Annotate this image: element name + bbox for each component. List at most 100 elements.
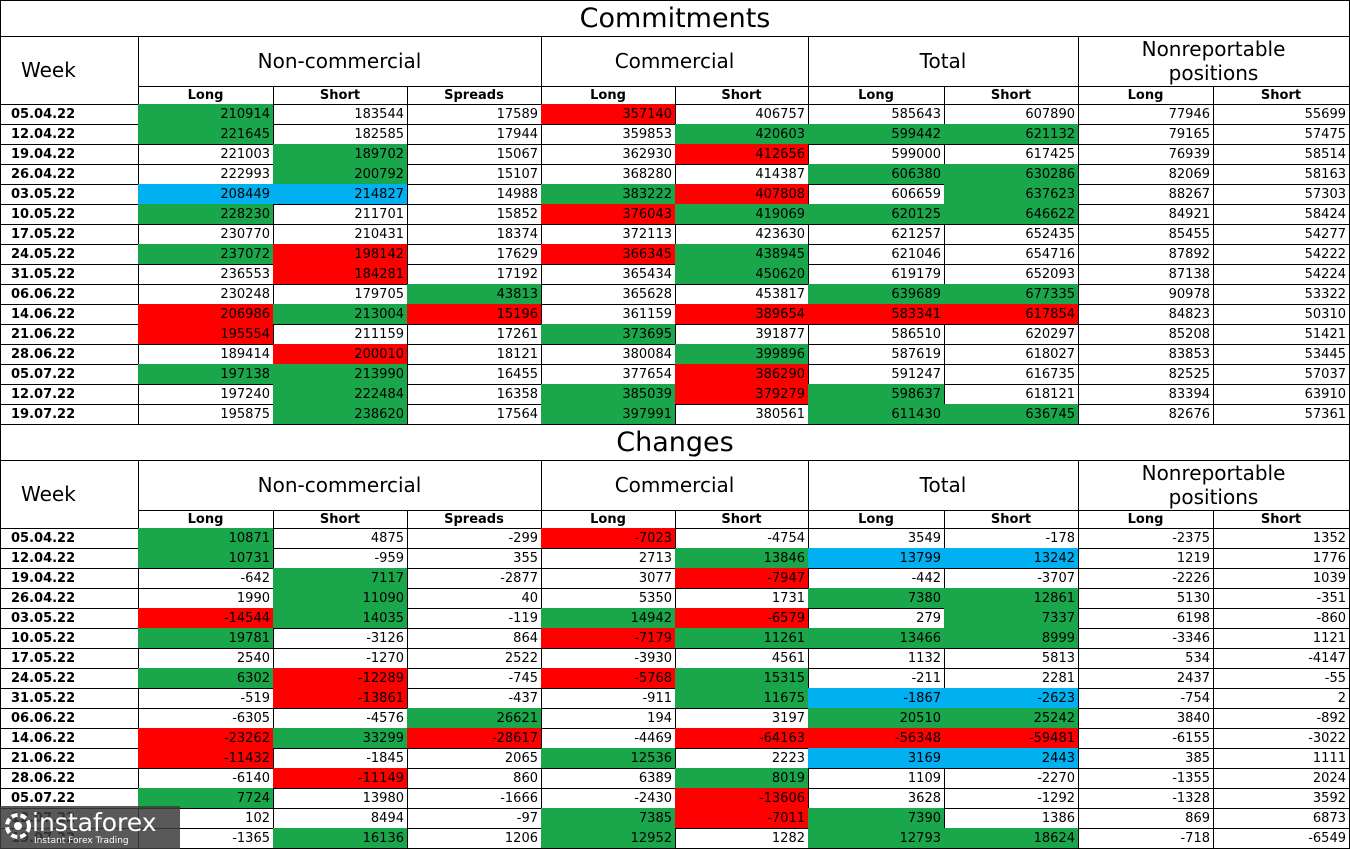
value-cell: 17261 (407, 324, 542, 345)
value-cell: 637623 (944, 184, 1079, 205)
week-cell: 05.04.22 (0, 528, 139, 549)
value-cell: -1292 (944, 788, 1079, 809)
column-header: Long (808, 510, 945, 529)
value-cell: 213004 (273, 304, 408, 325)
week-cell: 26.04.22 (0, 164, 139, 185)
value-cell: 407808 (675, 184, 809, 205)
value-cell: 13242 (944, 548, 1079, 569)
value-cell: -4754 (675, 528, 809, 549)
watermark: instaforex Instant Forex Trading (0, 806, 180, 849)
week-cell: 24.05.22 (0, 668, 139, 689)
value-cell: 183544 (273, 104, 408, 125)
value-cell: 646622 (944, 204, 1079, 225)
week-cell: 17.05.22 (0, 648, 139, 669)
value-cell: 8999 (944, 628, 1079, 649)
value-cell: 654716 (944, 244, 1079, 265)
value-cell: 83394 (1078, 384, 1214, 405)
value-cell: 6389 (541, 768, 676, 789)
value-cell: 211701 (273, 204, 408, 225)
value-cell: 385039 (541, 384, 676, 405)
value-cell: 365628 (541, 284, 676, 305)
value-cell: 88267 (1078, 184, 1214, 205)
value-cell: 412656 (675, 144, 809, 165)
value-cell: -2270 (944, 768, 1079, 789)
value-cell: 16136 (273, 828, 408, 849)
column-header: Short (944, 510, 1079, 529)
value-cell: 1206 (407, 828, 542, 849)
value-cell: 10871 (138, 528, 274, 549)
week-cell: 10.05.22 (0, 628, 139, 649)
value-cell: 4561 (675, 648, 809, 669)
group-header: Commercial (541, 36, 809, 87)
value-cell: 365434 (541, 264, 676, 285)
value-cell: 14988 (407, 184, 542, 205)
column-header: Long (138, 510, 274, 529)
week-cell: 14.06.22 (0, 728, 139, 749)
value-cell: 618121 (944, 384, 1079, 405)
value-cell: 16358 (407, 384, 542, 405)
value-cell: 82525 (1078, 364, 1214, 385)
value-cell: -13861 (273, 688, 408, 709)
value-cell: 194 (541, 708, 676, 729)
value-cell: -56348 (808, 728, 945, 749)
value-cell: 1990 (138, 588, 274, 609)
value-cell: -2623 (944, 688, 1079, 709)
value-cell: -351 (1213, 588, 1350, 609)
value-cell: 2281 (944, 668, 1079, 689)
value-cell: -211 (808, 668, 945, 689)
group-header: Nonreportable positions (1078, 460, 1350, 511)
value-cell: 399896 (675, 344, 809, 365)
value-cell: 40 (407, 588, 542, 609)
week-cell: 17.05.22 (0, 224, 139, 245)
column-header: Spreads (407, 510, 542, 529)
value-cell: -6305 (138, 708, 274, 729)
value-cell: -2430 (541, 788, 676, 809)
value-cell: -28617 (407, 728, 542, 749)
value-cell: -4576 (273, 708, 408, 729)
value-cell: 12861 (944, 588, 1079, 609)
value-cell: 83853 (1078, 344, 1214, 365)
value-cell: 3549 (808, 528, 945, 549)
group-header: Total (808, 36, 1079, 87)
value-cell: 210431 (273, 224, 408, 245)
week-cell: 21.06.22 (0, 324, 139, 345)
value-cell: 619179 (808, 264, 945, 285)
value-cell: 1352 (1213, 528, 1350, 549)
logo (5, 813, 31, 839)
value-cell: 214827 (273, 184, 408, 205)
value-cell: 84823 (1078, 304, 1214, 325)
week-cell: 10.05.22 (0, 204, 139, 225)
value-cell: 12793 (808, 828, 945, 849)
value-cell: 18121 (407, 344, 542, 365)
value-cell: 184281 (273, 264, 408, 285)
group-header: Non-commercial (138, 460, 542, 511)
value-cell: 82676 (1078, 404, 1214, 425)
value-cell: 383222 (541, 184, 676, 205)
week-cell: 06.06.22 (0, 708, 139, 729)
value-cell: 361159 (541, 304, 676, 325)
value-cell: 222993 (138, 164, 274, 185)
value-cell: -178 (944, 528, 1079, 549)
value-cell: 17629 (407, 244, 542, 265)
value-cell: 63910 (1213, 384, 1350, 405)
value-cell: 17564 (407, 404, 542, 425)
value-cell: 15852 (407, 204, 542, 225)
value-cell: 1132 (808, 648, 945, 669)
value-cell: 58163 (1213, 164, 1350, 185)
tagline: Instant Forex Trading (34, 836, 129, 846)
value-cell: 636745 (944, 404, 1079, 425)
value-cell: -7179 (541, 628, 676, 649)
value-cell: 213990 (273, 364, 408, 385)
value-cell: 43813 (407, 284, 542, 305)
value-cell: 2540 (138, 648, 274, 669)
value-cell: 53322 (1213, 284, 1350, 305)
week-cell: 06.06.22 (0, 284, 139, 305)
column-header: Spreads (407, 86, 542, 105)
value-cell: -7947 (675, 568, 809, 589)
value-cell: 15196 (407, 304, 542, 325)
value-cell: 84921 (1078, 204, 1214, 225)
value-cell: 5350 (541, 588, 676, 609)
value-cell: -64163 (675, 728, 809, 749)
group-header: Nonreportable positions (1078, 36, 1350, 87)
value-cell: 15315 (675, 668, 809, 689)
